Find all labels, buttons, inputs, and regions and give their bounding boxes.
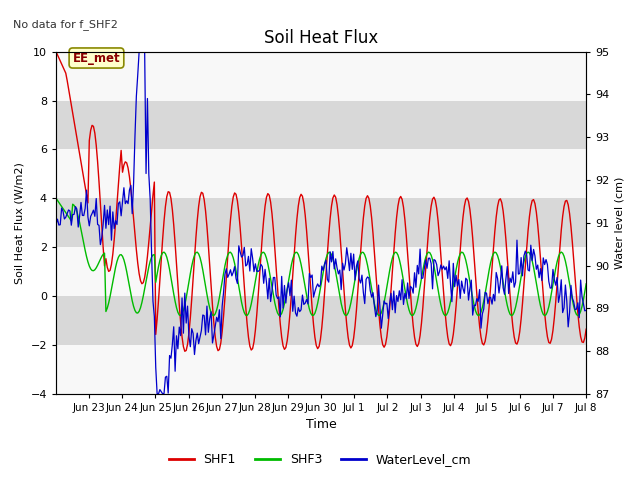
Text: No data for f_SHF2: No data for f_SHF2 [13, 19, 118, 30]
Y-axis label: Soil Heat Flux (W/m2): Soil Heat Flux (W/m2) [15, 162, 25, 284]
Bar [56, 101, 586, 149]
Text: EE_met: EE_met [73, 51, 120, 64]
Y-axis label: Water level (cm): Water level (cm) [615, 177, 625, 269]
Bar [56, 52, 586, 101]
Bar [56, 296, 586, 345]
Title: Soil Heat Flux: Soil Heat Flux [264, 29, 378, 48]
X-axis label: Time: Time [306, 419, 337, 432]
Bar [56, 198, 586, 247]
Bar [56, 149, 586, 198]
Bar [56, 345, 586, 394]
Legend: SHF1, SHF3, WaterLevel_cm: SHF1, SHF3, WaterLevel_cm [164, 448, 476, 471]
Bar [56, 247, 586, 296]
